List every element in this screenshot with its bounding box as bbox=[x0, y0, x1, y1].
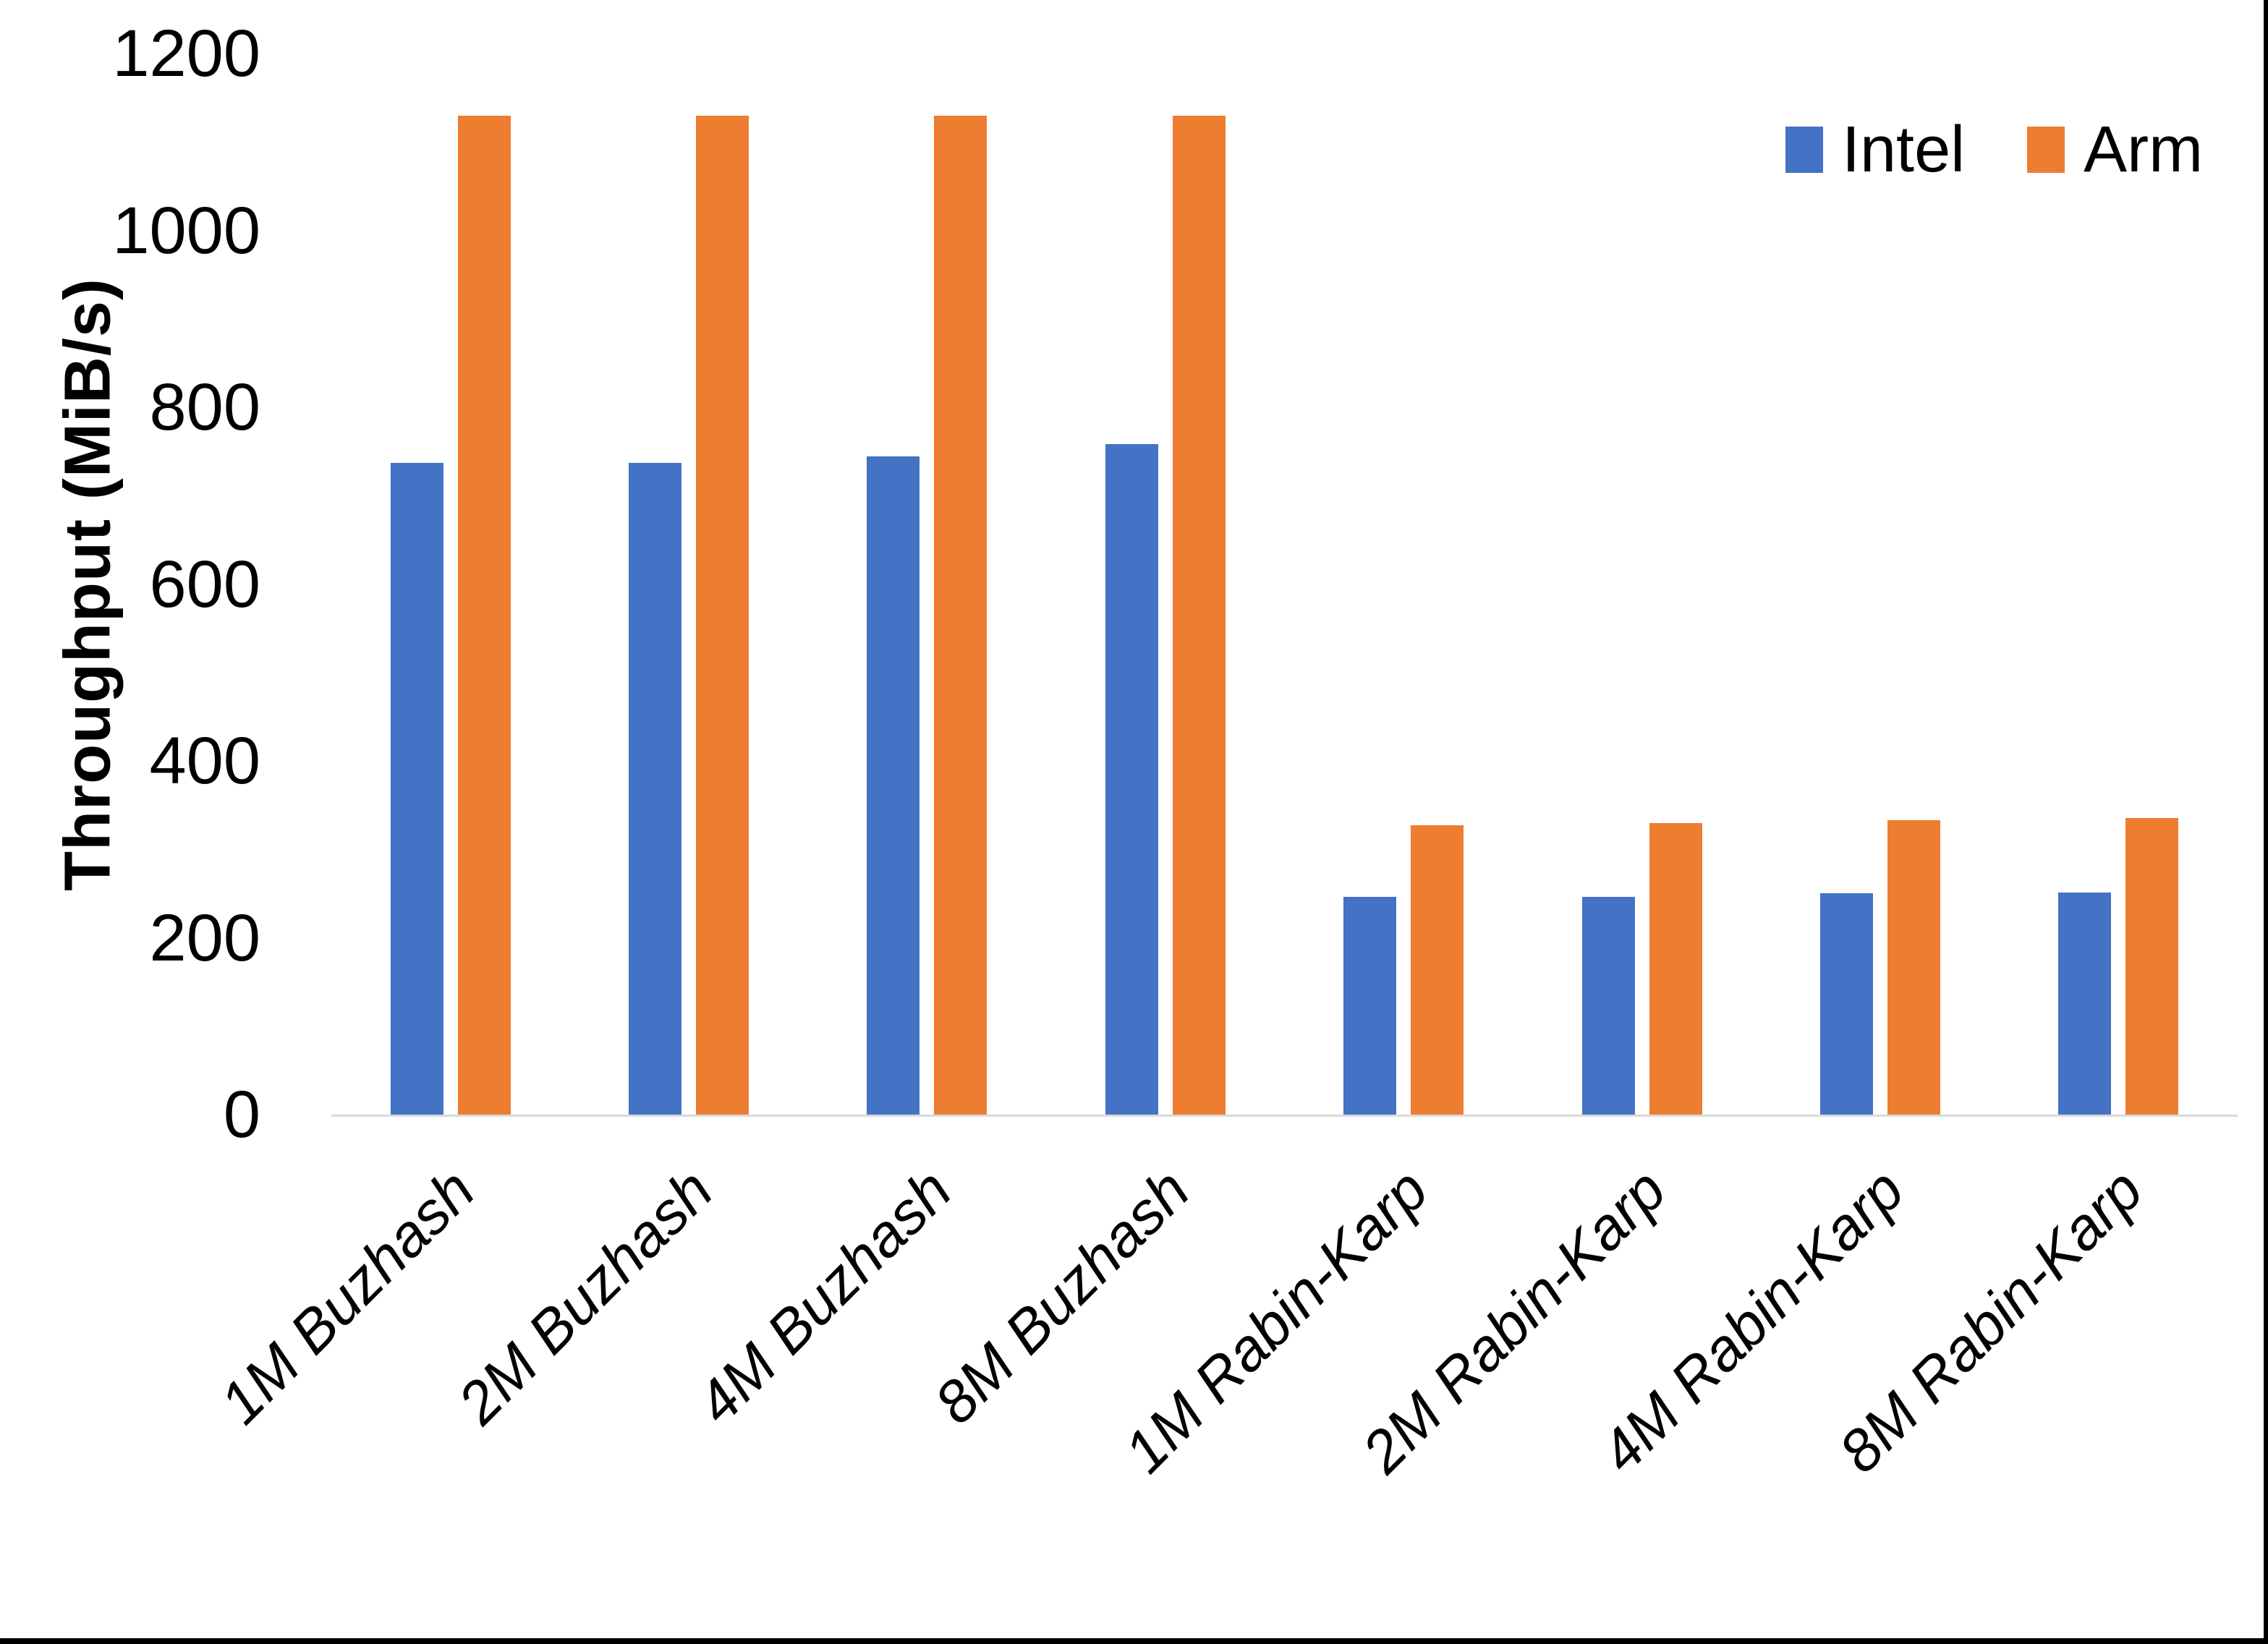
legend-label: Intel bbox=[1842, 114, 1966, 186]
intel-bar bbox=[390, 463, 443, 1115]
bar-group bbox=[808, 54, 1046, 1115]
bar-group bbox=[1285, 54, 1523, 1115]
y-tick-label: 400 bbox=[149, 724, 261, 798]
bar-group bbox=[1523, 54, 1761, 1115]
window-bottom-border bbox=[0, 1638, 2268, 1644]
bar-group bbox=[331, 54, 569, 1115]
arm-bar bbox=[1172, 116, 1226, 1115]
y-tick-label: 600 bbox=[149, 547, 261, 621]
arm-bar bbox=[2125, 818, 2179, 1115]
intel-bar bbox=[629, 463, 682, 1115]
arm-bar bbox=[1887, 820, 1940, 1115]
arm-legend-swatch bbox=[2027, 127, 2065, 173]
plot-area bbox=[331, 54, 2238, 1117]
arm-bar bbox=[934, 116, 988, 1115]
arm-bar bbox=[696, 116, 749, 1115]
bar-pair bbox=[390, 116, 511, 1115]
legend-item-intel: Intel bbox=[1785, 117, 1965, 182]
intel-bar bbox=[1105, 444, 1158, 1115]
legend: Intel Arm bbox=[1785, 117, 2203, 182]
y-tick-label: 0 bbox=[223, 1078, 260, 1151]
y-tick-label: 1200 bbox=[112, 17, 260, 90]
legend-item-arm: Arm bbox=[2027, 117, 2203, 182]
x-category-label: 1M Buzhash bbox=[207, 1157, 488, 1437]
bar-pair bbox=[2058, 818, 2179, 1115]
arm-bar bbox=[457, 116, 511, 1115]
bar-pair bbox=[867, 116, 988, 1115]
bar-group bbox=[569, 54, 807, 1115]
bar-pair bbox=[1581, 823, 1702, 1115]
bar-group bbox=[1761, 54, 1999, 1115]
bar-pair bbox=[1105, 116, 1226, 1115]
x-category-label: 2M Buzhash bbox=[446, 1157, 726, 1437]
legend-label: Arm bbox=[2084, 114, 2204, 186]
arm-bar bbox=[1411, 825, 1464, 1115]
intel-bar bbox=[1819, 893, 1873, 1115]
bar-pair bbox=[1819, 820, 1940, 1115]
arm-bar bbox=[1649, 823, 1702, 1115]
bar-pair bbox=[629, 116, 749, 1115]
y-axis-title: Throughput (MiB/s) bbox=[51, 278, 124, 891]
window-right-border bbox=[2264, 0, 2268, 1644]
intel-legend-swatch bbox=[1785, 127, 1823, 173]
y-tick-label: 1000 bbox=[112, 193, 260, 268]
bar-group bbox=[2000, 54, 2238, 1115]
bar-pair bbox=[1343, 825, 1464, 1115]
bar-group bbox=[1046, 54, 1284, 1115]
y-tick-label: 200 bbox=[149, 900, 261, 975]
intel-bar bbox=[2058, 893, 2112, 1115]
intel-bar bbox=[867, 456, 920, 1115]
intel-bar bbox=[1343, 897, 1397, 1115]
y-tick-label: 800 bbox=[149, 370, 261, 444]
intel-bar bbox=[1581, 897, 1635, 1115]
x-category-label: 4M Buzhash bbox=[684, 1157, 964, 1437]
